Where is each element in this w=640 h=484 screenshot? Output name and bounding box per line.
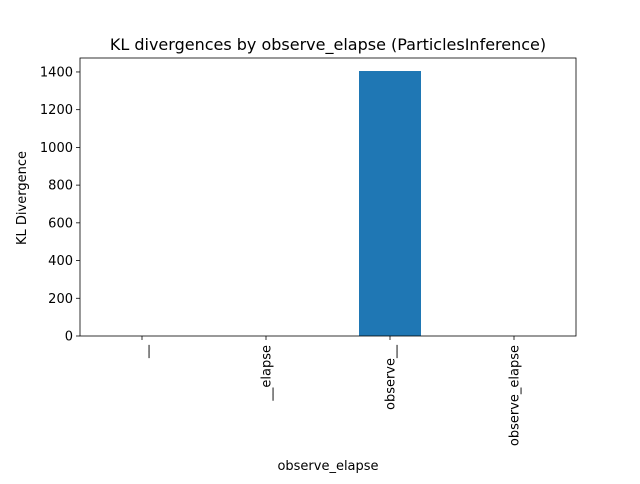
x-tick-label-0: __ (136, 345, 151, 360)
y-tick-label-5: 1000 (40, 141, 73, 156)
y-tick-label-2: 400 (48, 254, 73, 269)
x-tick-label-1: __elapse (260, 345, 275, 402)
y-tick-label-4: 800 (48, 179, 73, 194)
y-tick-label-0: 0 (65, 330, 73, 345)
x-tick-label-2: observe__ (384, 345, 399, 411)
plot-area: 0 200 400 600 800 1000 1200 1400 __ __elapse obser… (40, 57, 577, 446)
y-tick-label-7: 1400 (40, 65, 73, 80)
axes-frame (79, 57, 577, 337)
x-axis-label: observe_elapse (277, 459, 378, 474)
bar-2 (359, 71, 421, 336)
y-tick-label-6: 1200 (40, 103, 73, 118)
y-tick-label-1: 200 (48, 292, 73, 307)
chart-title: KL divergences by observe_elapse (Partic… (110, 35, 546, 55)
y-tick-label-3: 600 (48, 216, 73, 231)
x-tick-label-3: observe_elapse (508, 345, 523, 446)
y-axis-label: KL Divergence (15, 151, 30, 245)
